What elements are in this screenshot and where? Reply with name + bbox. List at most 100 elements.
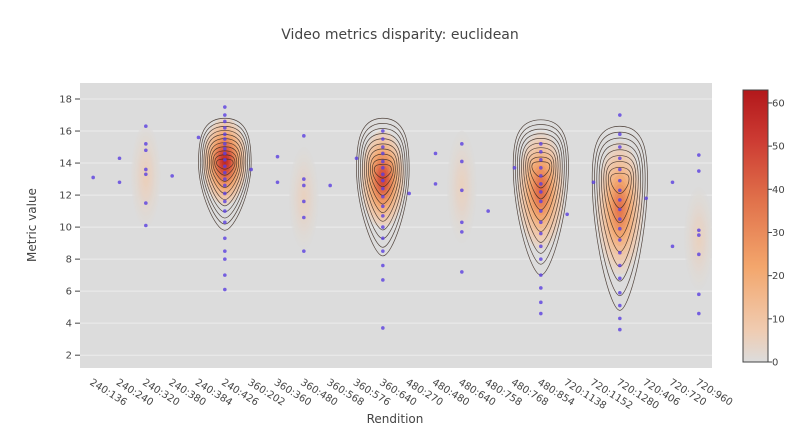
data-point [618, 303, 622, 308]
data-point [618, 145, 622, 149]
data-point [618, 167, 622, 172]
data-point [618, 316, 622, 321]
data-point [644, 196, 648, 201]
data-point [697, 311, 701, 316]
data-point [618, 276, 622, 281]
data-point [539, 286, 543, 290]
data-point [381, 194, 385, 199]
data-point [91, 175, 95, 180]
data-point [144, 223, 148, 228]
data-point [117, 180, 122, 185]
contour-line [216, 158, 234, 170]
data-point [539, 311, 543, 316]
data-point [539, 174, 543, 178]
contour-line [527, 151, 555, 200]
data-point [354, 156, 359, 161]
colorbar-ticks: 0 10 20 30 40 50 60 [768, 98, 785, 369]
data-point [381, 145, 385, 149]
data-point [381, 236, 385, 241]
data-point [223, 257, 227, 261]
data-point [539, 220, 543, 225]
data-point [302, 215, 306, 220]
contour-line [594, 131, 646, 297]
data-point [223, 158, 227, 162]
data-point [249, 167, 253, 172]
data-point [407, 191, 411, 196]
data-point [223, 199, 227, 204]
contour-line [516, 128, 565, 254]
data-point [381, 137, 385, 141]
contour-line [210, 146, 239, 188]
contour-line [591, 125, 648, 311]
data-point [618, 178, 622, 183]
data-point [539, 273, 543, 277]
data-point [460, 270, 464, 274]
contour-line [205, 134, 245, 207]
data-point [381, 326, 385, 330]
data-point [223, 170, 227, 175]
data-point [618, 156, 622, 161]
data-point [539, 166, 543, 170]
data-point [512, 166, 517, 170]
colorbar-tick-label: 50 [772, 142, 785, 153]
data-point [144, 167, 148, 172]
data-point [381, 172, 385, 177]
data-point [670, 180, 675, 185]
data-point [381, 278, 385, 282]
data-point [170, 174, 174, 178]
data-point [144, 142, 148, 146]
data-point [539, 244, 543, 249]
data-point [539, 142, 543, 146]
contour-line [521, 138, 561, 232]
contour-line [514, 124, 567, 265]
data-point [433, 182, 438, 186]
data-point [697, 252, 701, 257]
data-point [697, 233, 701, 237]
data-point [539, 182, 543, 186]
data-point [223, 137, 227, 141]
contour-line [214, 154, 236, 176]
data-point [381, 225, 385, 229]
x-axis-ticks: 240:136240:240240:320240:380240:384240:4… [88, 377, 735, 412]
contour-line [367, 148, 398, 205]
y-tick-label: 8 [66, 255, 72, 266]
data-point [460, 142, 464, 146]
data-point [539, 300, 543, 305]
data-point [670, 244, 675, 249]
data-point [381, 204, 385, 209]
data-point [223, 126, 227, 130]
x-axis-title: Rendition [367, 412, 424, 426]
data-point [539, 257, 543, 261]
colorbar-tick-label: 30 [772, 228, 785, 239]
y-tick-label: 6 [66, 287, 72, 298]
data-point [697, 292, 701, 297]
chart-title: Video metrics disparity: euclidean [281, 27, 519, 43]
y-axis-title: Metric value [25, 188, 39, 262]
data-point [223, 183, 227, 188]
data-point [223, 236, 227, 241]
data-point [144, 148, 148, 153]
data-point [381, 249, 385, 253]
y-tick-label: 4 [66, 319, 72, 330]
data-point [618, 250, 622, 255]
data-point [223, 119, 227, 124]
data-point [223, 177, 227, 181]
y-tick-label: 12 [59, 191, 72, 202]
data-point [460, 188, 464, 193]
data-point [618, 263, 622, 268]
data-point [223, 209, 227, 213]
data-point [539, 231, 543, 236]
data-point [381, 159, 385, 164]
data-point [618, 290, 622, 295]
data-point [697, 153, 701, 157]
data-point [618, 207, 622, 212]
contour-line [373, 163, 392, 179]
contour-line [596, 137, 644, 282]
data-point [539, 150, 543, 154]
data-point [460, 159, 464, 164]
data-point [302, 177, 306, 181]
data-point [223, 132, 227, 137]
data-point [618, 132, 622, 137]
data-point [539, 199, 543, 204]
y-tick-label: 10 [59, 223, 72, 234]
